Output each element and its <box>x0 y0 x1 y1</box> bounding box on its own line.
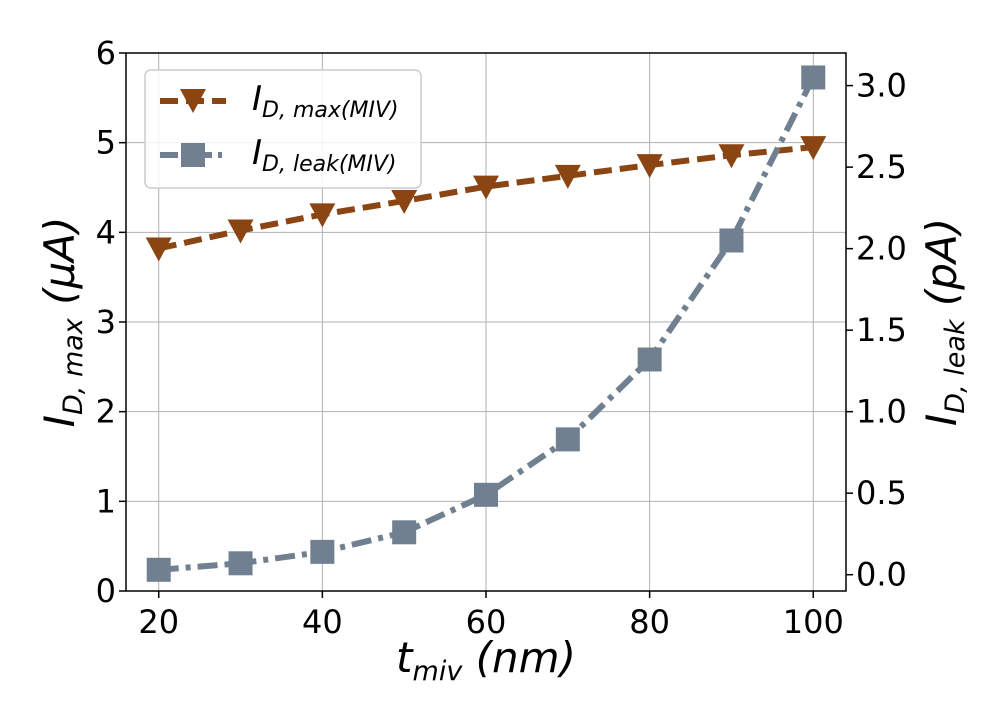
x-tick-label: 60 <box>466 603 507 641</box>
data-point-triangle <box>636 154 663 179</box>
series-line-0 <box>158 144 814 252</box>
legend-marker-square <box>181 143 205 167</box>
legend-label-leak: ID, leak(MIV) <box>252 133 397 177</box>
right-tick-label: 0.0 <box>856 556 907 594</box>
x-axis-ticks: 20 40 60 80 100 <box>138 591 844 641</box>
legend-label-max: ID, max(MIV) <box>252 79 399 123</box>
data-point-square <box>637 347 662 372</box>
left-axis-ticks: 0 1 2 3 4 5 6 <box>96 34 126 610</box>
data-point-square <box>801 65 826 90</box>
right-axis-label: ID, leak (pA) <box>917 218 971 426</box>
legend: ID, max(MIV) ID, leak(MIV) <box>144 69 422 189</box>
left-tick-label: 2 <box>96 393 116 431</box>
left-tick-label: 5 <box>96 124 116 162</box>
x-tick-label: 100 <box>783 603 844 641</box>
left-tick-label: 3 <box>96 303 116 341</box>
right-tick-label: 3.0 <box>856 67 907 105</box>
data-point-triangle <box>800 136 827 161</box>
x-tick-label: 80 <box>629 603 670 641</box>
x-tick-label: 20 <box>138 603 179 641</box>
right-tick-label: 2.0 <box>856 230 907 268</box>
data-point-triangle <box>554 164 581 189</box>
left-tick-label: 1 <box>96 482 116 520</box>
data-point-triangle <box>309 203 336 228</box>
right-axis-ticks: 0.0 0.5 1.0 1.5 2.0 2.5 3.0 <box>846 67 907 594</box>
data-point-square <box>228 551 253 576</box>
data-point-square <box>474 482 498 507</box>
series-line-1 <box>158 76 816 573</box>
x-tick-label: 40 <box>302 603 343 641</box>
data-point-square <box>310 539 335 564</box>
data-point-square <box>146 557 171 582</box>
legend-marker-triangle-down <box>180 89 206 113</box>
data-point-triangle <box>718 144 745 169</box>
data-point-triangle <box>145 237 172 262</box>
left-tick-label: 0 <box>96 572 116 610</box>
data-point-triangle <box>391 189 418 214</box>
data-point-triangle <box>227 219 254 244</box>
data-point-square <box>719 228 744 253</box>
right-tick-label: 0.5 <box>856 474 907 512</box>
data-point-square <box>555 427 580 452</box>
data-point-triangle <box>473 175 499 200</box>
right-tick-label: 1.5 <box>856 311 907 349</box>
left-tick-label: 6 <box>96 34 116 72</box>
data-point-square <box>392 520 417 545</box>
x-axis-label: tmiv (nm) <box>396 633 576 687</box>
left-axis-label: ID, max (μA) <box>35 217 89 428</box>
right-tick-label: 2.5 <box>856 148 907 186</box>
right-tick-label: 1.0 <box>856 393 907 431</box>
series-layer <box>145 65 827 582</box>
left-tick-label: 4 <box>96 213 116 251</box>
